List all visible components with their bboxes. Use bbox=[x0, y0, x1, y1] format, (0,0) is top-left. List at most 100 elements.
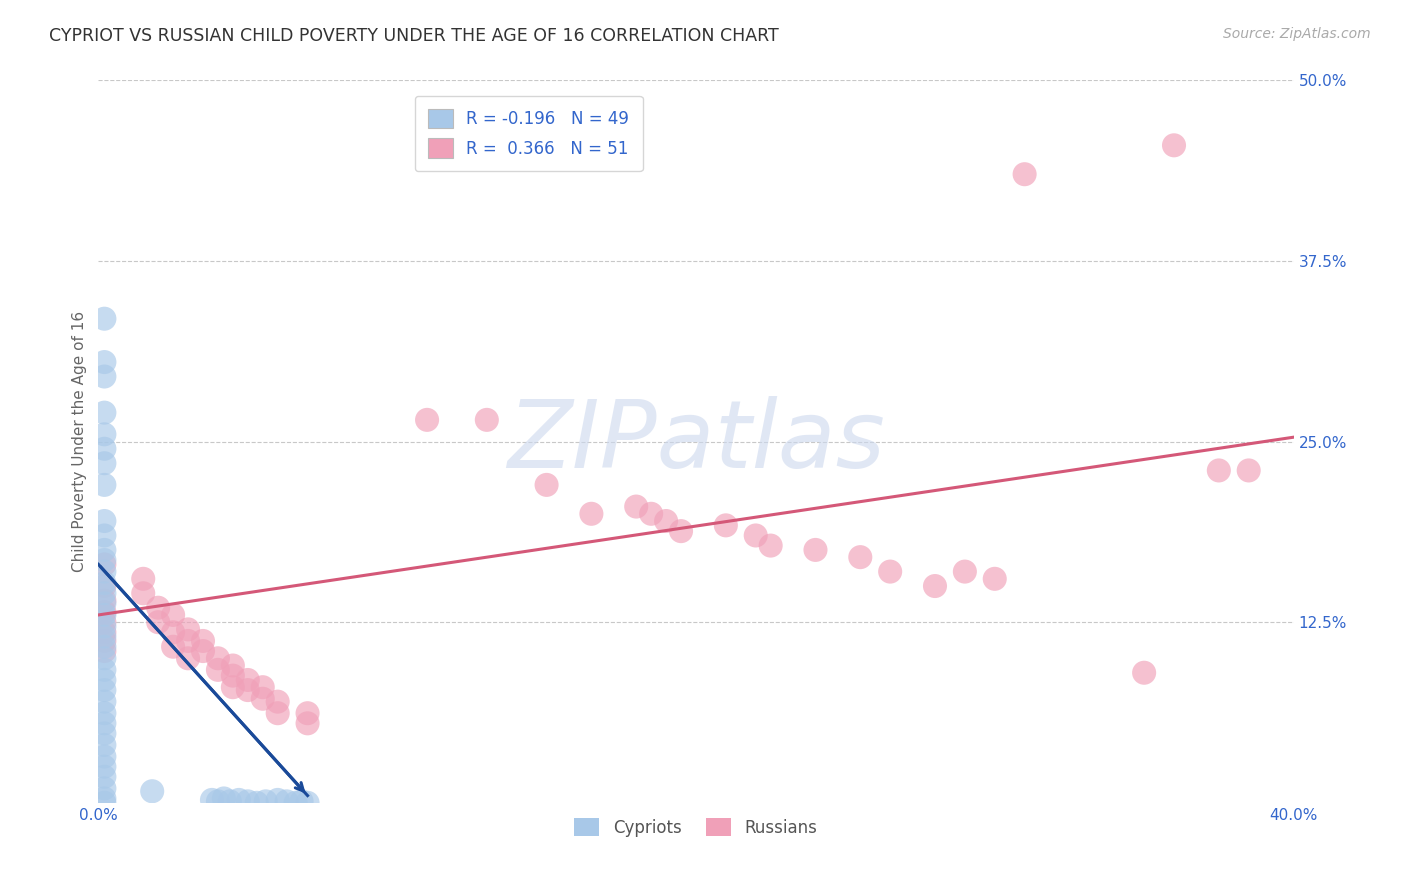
Point bbox=[93, 644, 115, 658]
Point bbox=[655, 514, 678, 528]
Point bbox=[148, 615, 170, 630]
Point bbox=[984, 572, 1007, 586]
Point bbox=[201, 793, 224, 807]
Point bbox=[416, 413, 439, 427]
Point bbox=[132, 572, 155, 586]
Text: Source: ZipAtlas.com: Source: ZipAtlas.com bbox=[1223, 27, 1371, 41]
Point bbox=[93, 791, 115, 805]
Point bbox=[581, 507, 603, 521]
Point bbox=[93, 586, 115, 600]
Point bbox=[804, 542, 827, 557]
Point bbox=[267, 793, 290, 807]
Point bbox=[177, 651, 200, 665]
Point bbox=[93, 796, 115, 810]
Point bbox=[132, 586, 155, 600]
Point bbox=[93, 355, 115, 369]
Point bbox=[714, 518, 737, 533]
Point bbox=[93, 593, 115, 607]
Point bbox=[93, 738, 115, 752]
Point bbox=[93, 663, 115, 677]
Point bbox=[93, 749, 115, 764]
Point bbox=[1133, 665, 1156, 680]
Y-axis label: Child Poverty Under the Age of 16: Child Poverty Under the Age of 16 bbox=[72, 311, 87, 572]
Point bbox=[93, 781, 115, 796]
Point bbox=[93, 605, 115, 619]
Point bbox=[246, 796, 269, 810]
Point bbox=[93, 706, 115, 721]
Point bbox=[669, 524, 692, 538]
Point bbox=[536, 478, 558, 492]
Point bbox=[93, 369, 115, 384]
Point bbox=[93, 770, 115, 784]
Point bbox=[93, 673, 115, 687]
Point bbox=[849, 550, 872, 565]
Point bbox=[626, 500, 648, 514]
Point bbox=[207, 663, 229, 677]
Point bbox=[207, 794, 229, 808]
Point bbox=[93, 514, 115, 528]
Point bbox=[297, 796, 319, 810]
Point bbox=[93, 442, 115, 456]
Point bbox=[162, 607, 184, 622]
Point bbox=[93, 565, 115, 579]
Point bbox=[212, 791, 235, 805]
Point bbox=[93, 596, 115, 610]
Point bbox=[222, 680, 245, 694]
Point bbox=[93, 607, 115, 622]
Point bbox=[93, 651, 115, 665]
Point bbox=[953, 565, 976, 579]
Point bbox=[93, 456, 115, 470]
Point bbox=[141, 784, 163, 798]
Point bbox=[297, 716, 319, 731]
Point bbox=[254, 794, 277, 808]
Point bbox=[93, 427, 115, 442]
Point bbox=[93, 615, 115, 630]
Text: ZIPatlas: ZIPatlas bbox=[508, 396, 884, 487]
Point bbox=[924, 579, 946, 593]
Point bbox=[222, 668, 245, 682]
Point bbox=[93, 558, 115, 572]
Point bbox=[93, 716, 115, 731]
Point bbox=[276, 794, 298, 808]
Point bbox=[236, 673, 259, 687]
Legend: Cypriots, Russians: Cypriots, Russians bbox=[567, 810, 825, 845]
Point bbox=[236, 794, 259, 808]
Point bbox=[162, 640, 184, 654]
Point bbox=[228, 793, 250, 807]
Point bbox=[93, 542, 115, 557]
Point bbox=[252, 680, 274, 694]
Point bbox=[1237, 463, 1260, 477]
Point bbox=[222, 658, 245, 673]
Point bbox=[177, 623, 200, 637]
Point bbox=[191, 644, 214, 658]
Point bbox=[177, 634, 200, 648]
Point bbox=[93, 619, 115, 633]
Point bbox=[93, 760, 115, 774]
Point bbox=[93, 576, 115, 591]
Point bbox=[93, 726, 115, 740]
Point bbox=[1163, 138, 1185, 153]
Text: CYPRIOT VS RUSSIAN CHILD POVERTY UNDER THE AGE OF 16 CORRELATION CHART: CYPRIOT VS RUSSIAN CHILD POVERTY UNDER T… bbox=[49, 27, 779, 45]
Point bbox=[284, 796, 307, 810]
Point bbox=[291, 794, 314, 808]
Point bbox=[93, 630, 115, 644]
Point bbox=[475, 413, 498, 427]
Point bbox=[93, 406, 115, 420]
Point bbox=[93, 695, 115, 709]
Point bbox=[93, 640, 115, 654]
Point bbox=[236, 683, 259, 698]
Point bbox=[93, 478, 115, 492]
Point bbox=[267, 695, 290, 709]
Point bbox=[93, 634, 115, 648]
Point bbox=[1208, 463, 1230, 477]
Point bbox=[252, 691, 274, 706]
Point bbox=[640, 507, 662, 521]
Point bbox=[745, 528, 768, 542]
Point bbox=[93, 528, 115, 542]
Point bbox=[93, 553, 115, 567]
Point bbox=[207, 651, 229, 665]
Point bbox=[759, 539, 782, 553]
Point bbox=[162, 625, 184, 640]
Point bbox=[1014, 167, 1036, 181]
Point bbox=[267, 706, 290, 721]
